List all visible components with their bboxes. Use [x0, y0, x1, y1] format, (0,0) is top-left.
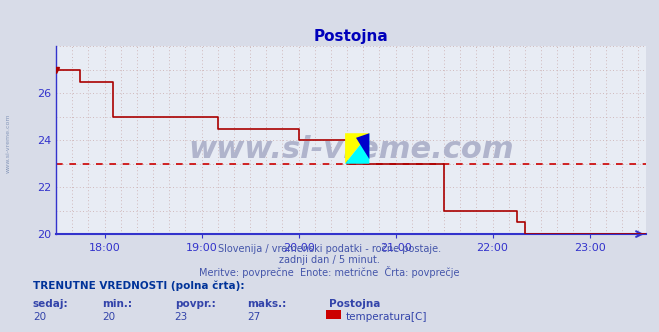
Text: min.:: min.: [102, 299, 132, 309]
Text: maks.:: maks.: [247, 299, 287, 309]
Text: zadnji dan / 5 minut.: zadnji dan / 5 minut. [279, 255, 380, 265]
Polygon shape [345, 133, 369, 164]
Text: www.si-vreme.com: www.si-vreme.com [5, 113, 11, 173]
Polygon shape [345, 133, 369, 164]
Text: 27: 27 [247, 312, 260, 322]
Text: 23: 23 [175, 312, 188, 322]
Polygon shape [356, 133, 369, 159]
Title: Postojna: Postojna [314, 29, 388, 44]
Text: Meritve: povprečne  Enote: metrične  Črta: povprečje: Meritve: povprečne Enote: metrične Črta:… [199, 266, 460, 278]
Text: 20: 20 [33, 312, 46, 322]
Text: temperatura[C]: temperatura[C] [346, 312, 428, 322]
Text: povpr.:: povpr.: [175, 299, 215, 309]
Text: sedaj:: sedaj: [33, 299, 69, 309]
Text: TRENUTNE VREDNOSTI (polna črta):: TRENUTNE VREDNOSTI (polna črta): [33, 281, 244, 291]
Text: www.si-vreme.com: www.si-vreme.com [188, 135, 514, 164]
Text: Postojna: Postojna [330, 299, 381, 309]
Text: Slovenija / vremenski podatki - ročne postaje.: Slovenija / vremenski podatki - ročne po… [218, 243, 441, 254]
Text: 20: 20 [102, 312, 115, 322]
